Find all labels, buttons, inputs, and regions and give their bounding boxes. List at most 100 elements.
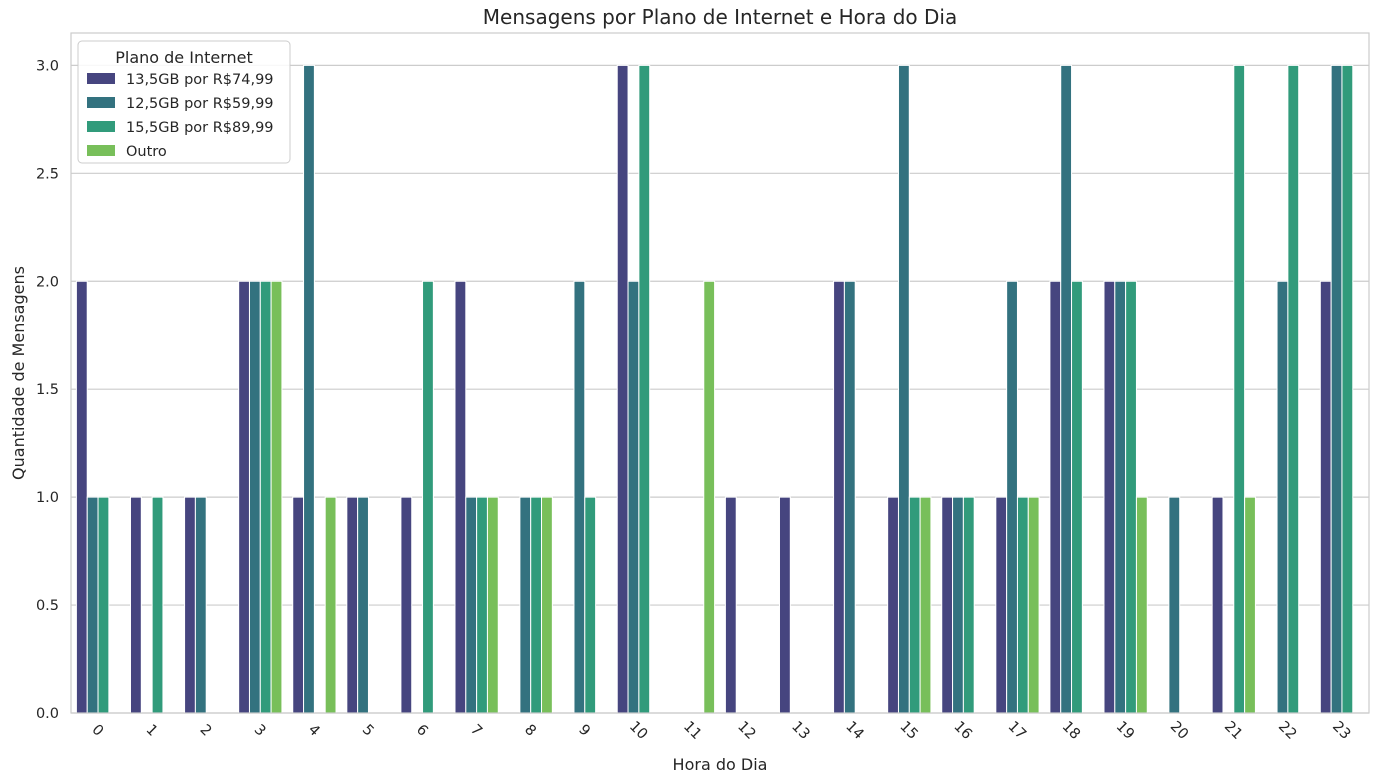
bars [75, 64, 1354, 714]
x-tick-label: 3 [251, 722, 269, 740]
x-tick-label: 20 [1167, 719, 1191, 743]
x-tick-label: 19 [1113, 719, 1137, 743]
bar-23-series-1 [1330, 64, 1343, 714]
x-tick-label: 16 [950, 719, 974, 743]
bar-10-series-2 [638, 64, 651, 714]
y-tick-label: 2.0 [36, 274, 59, 290]
bar-18-series-1 [1060, 64, 1073, 714]
x-tick-label: 22 [1275, 719, 1299, 743]
bar-9-series-1 [573, 280, 586, 714]
bar-17-series-3 [1027, 496, 1040, 714]
x-tick-label: 13 [788, 719, 812, 743]
x-tick-label: 0 [88, 722, 106, 740]
bar-17-series-0 [995, 496, 1008, 714]
bar-16-series-2 [962, 496, 975, 714]
legend-label: Outro [126, 144, 167, 160]
legend-box [77, 40, 291, 164]
y-tick-label: 0.0 [36, 706, 59, 722]
bar-4-series-0 [292, 496, 305, 714]
x-tick-label: 10 [626, 719, 650, 743]
chart-title: Mensagens por Plano de Internet e Hora d… [483, 5, 957, 29]
bar-8-series-2 [530, 496, 543, 714]
x-tick-label: 9 [575, 722, 593, 740]
legend-swatch [87, 121, 115, 132]
x-tick-label: 1 [142, 722, 160, 740]
bar-18-series-2 [1071, 280, 1083, 714]
bar-22-series-1 [1276, 280, 1289, 714]
legend-title: Plano de Internet [115, 48, 253, 67]
bar-1-series-2 [151, 496, 164, 714]
bar-4-series-1 [303, 64, 315, 714]
y-axis-label: Quantidade de Mensagens [9, 266, 28, 480]
y-tick-label: 0.5 [36, 598, 59, 614]
y-tick-label: 3.0 [36, 58, 59, 74]
bar-19-series-2 [1125, 280, 1137, 714]
bar-22-series-2 [1287, 64, 1300, 714]
bar-15-series-3 [919, 496, 932, 714]
legend-label: 12,5GB por R$59,99 [126, 96, 274, 112]
legend-swatch [87, 97, 115, 108]
bar-19-series-3 [1135, 496, 1148, 714]
bar-23-series-0 [1319, 280, 1332, 714]
bar-15-series-0 [887, 496, 899, 714]
bar-21-series-3 [1244, 496, 1256, 714]
y-tick-label: 1.0 [36, 490, 59, 506]
bar-5-series-1 [357, 496, 369, 714]
x-tick-label: 17 [1005, 719, 1029, 743]
bar-10-series-0 [616, 64, 629, 714]
bar-3-series-2 [259, 280, 272, 714]
bar-6-series-2 [422, 280, 434, 714]
bar-12-series-0 [724, 496, 737, 714]
bar-23-series-2 [1341, 64, 1354, 714]
bar-18-series-0 [1049, 280, 1062, 714]
legend-swatch [87, 145, 115, 156]
x-tick-label: 18 [1059, 719, 1083, 743]
bar-17-series-1 [1006, 280, 1018, 714]
bar-5-series-0 [346, 496, 359, 714]
x-tick-label: 2 [197, 722, 215, 740]
x-tick-label: 21 [1221, 719, 1245, 743]
bar-6-series-0 [400, 496, 413, 714]
y-tick-label: 1.5 [36, 382, 59, 398]
x-tick-label: 11 [680, 719, 704, 743]
bar-7-series-3 [486, 496, 499, 714]
bar-0-series-2 [97, 496, 110, 714]
bar-19-series-1 [1114, 280, 1127, 714]
y-tick-labels: 0.0 0.5 1.0 1.5 2.0 2.5 3.0 [36, 58, 59, 722]
y-tick-label: 2.5 [36, 166, 59, 182]
plot-frame [70, 32, 1370, 714]
bar-3-series-3 [270, 280, 283, 714]
bar-0-series-0 [75, 280, 88, 714]
bar-9-series-2 [584, 496, 597, 714]
bar-1-series-0 [129, 496, 142, 714]
x-tick-labels: 0 1 2 3 4 5 6 7 8 9 10 11 12 13 14 15 16 17 18 19 20 21 22 23 [88, 719, 1353, 743]
x-tick-label: 4 [305, 722, 323, 740]
bar-14-series-1 [843, 280, 856, 714]
bar-3-series-1 [248, 280, 261, 714]
bar-20-series-1 [1168, 496, 1181, 714]
x-tick-label: 14 [842, 719, 866, 743]
bar-15-series-1 [897, 64, 910, 714]
x-tick-label: 23 [1329, 719, 1353, 743]
bar-2-series-0 [184, 496, 196, 714]
legend-label: 13,5GB por R$74,99 [126, 72, 274, 88]
bar-16-series-1 [952, 496, 964, 714]
x-axis-label: Hora do Dia [673, 755, 768, 774]
bar-7-series-1 [465, 496, 478, 714]
legend-items: 13,5GB por R$74,99 12,5GB por R$59,99 15,5… [87, 72, 274, 160]
bar-19-series-0 [1103, 280, 1116, 714]
x-tick-label: 7 [467, 722, 485, 740]
bar-8-series-1 [519, 496, 532, 714]
x-tick-label: 12 [734, 719, 758, 743]
legend-label: 15,5GB por R$89,99 [126, 120, 274, 136]
bar-10-series-1 [627, 280, 640, 714]
x-tick-label: 15 [896, 719, 920, 743]
bar-7-series-0 [454, 280, 467, 714]
bar-4-series-3 [324, 496, 337, 714]
bar-7-series-2 [476, 496, 488, 714]
bar-8-series-3 [541, 496, 553, 714]
legend-swatch [87, 73, 115, 84]
bar-17-series-2 [1016, 496, 1029, 714]
bar-2-series-1 [194, 496, 207, 714]
